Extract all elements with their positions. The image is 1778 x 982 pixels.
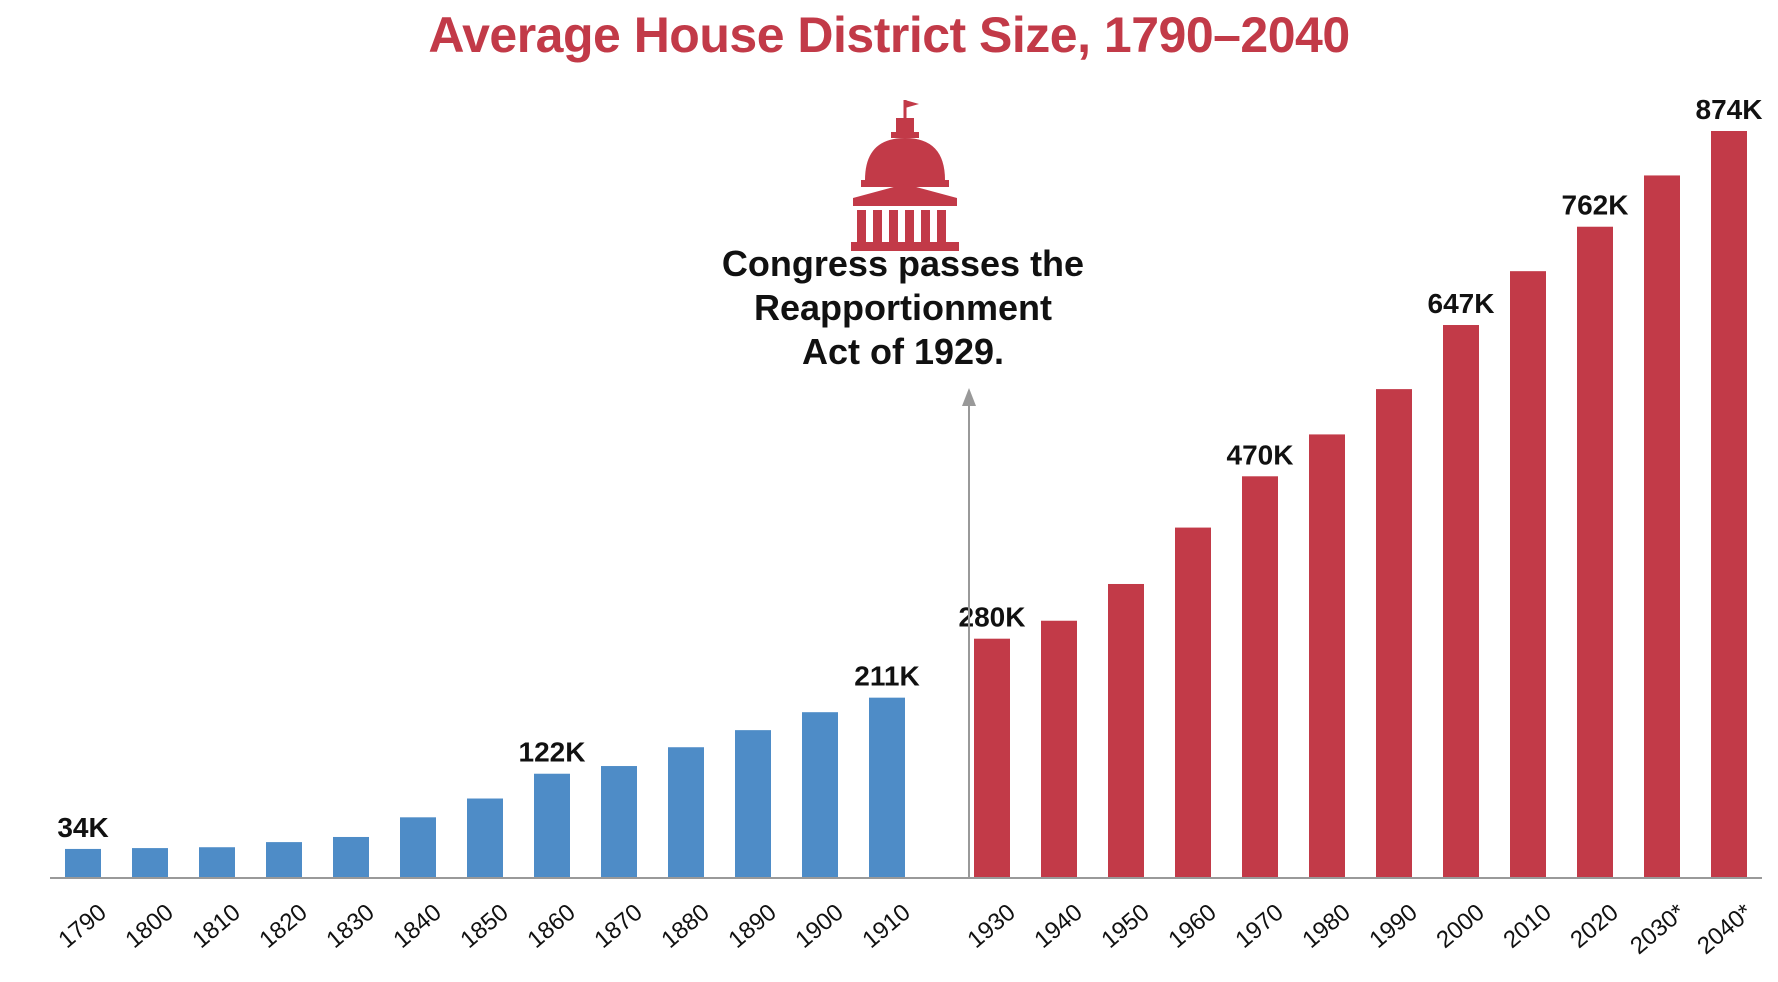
bar-1820 (266, 842, 302, 878)
bar-1980 (1309, 434, 1345, 878)
x-tick-label-2030-projected: 2030* (1625, 899, 1690, 960)
value-label-1790: 34K (57, 812, 108, 843)
chart-title: Average House District Size, 1790–2040 (428, 7, 1350, 63)
x-tick-label-1850: 1850 (455, 899, 513, 954)
annotation-text-line-3: Act of 1929. (802, 331, 1004, 372)
x-tick-label-1990: 1990 (1364, 899, 1422, 954)
x-tick-label-1900: 1900 (790, 899, 848, 954)
bar-1990 (1376, 389, 1412, 878)
bar-1970 (1242, 476, 1278, 878)
value-label-2040-projected: 874K (1696, 94, 1763, 125)
annotation: Congress passes the Reapportionment Act … (722, 100, 1084, 878)
x-tick-label-1970: 1970 (1230, 899, 1288, 954)
bar-1850 (467, 798, 503, 878)
x-tick-label-1950: 1950 (1096, 899, 1154, 954)
x-tick-labels-layer: 1790 1800 1810 1820 1830 1840 1850 1860 1870 1880… (53, 899, 1757, 960)
x-tick-label-1960: 1960 (1163, 899, 1221, 954)
x-tick-label-1830: 1830 (321, 899, 379, 954)
x-tick-label-1860: 1860 (522, 899, 580, 954)
value-label-1910: 211K (854, 661, 919, 692)
value-label-1970: 470K (1227, 439, 1294, 470)
x-tick-label-1820: 1820 (254, 899, 312, 954)
bar-1960 (1175, 527, 1211, 878)
bar-1840 (400, 817, 436, 878)
bar-2020 (1577, 226, 1613, 878)
annotation-arrow-head (962, 388, 976, 406)
x-tick-label-2010: 2010 (1498, 899, 1556, 954)
bar-1910 (869, 697, 905, 878)
x-tick-label-1930: 1930 (962, 899, 1020, 954)
bar-1890 (735, 730, 771, 878)
x-tick-label-2000: 2000 (1431, 899, 1489, 954)
bars-layer (65, 131, 1747, 879)
bar-1870 (601, 766, 637, 878)
bar-1790 (65, 848, 101, 878)
x-tick-label-2040-projected: 2040* (1692, 899, 1757, 960)
bar-1880 (668, 747, 704, 878)
x-tick-label-1940: 1940 (1029, 899, 1087, 954)
annotation-text-line-2: Reapportionment (754, 287, 1052, 328)
x-tick-label-1790: 1790 (53, 899, 111, 954)
bar-1900 (802, 712, 838, 878)
x-tick-label-1890: 1890 (723, 899, 781, 954)
bar-2030-projected (1644, 175, 1680, 878)
bar-1860 (534, 773, 570, 878)
x-tick-label-1980: 1980 (1297, 899, 1355, 954)
bar-2040-projected (1711, 131, 1747, 878)
bar-1830 (333, 836, 369, 878)
x-tick-label-1810: 1810 (187, 899, 245, 954)
bar-1930 (974, 638, 1010, 878)
bar-1950 (1108, 583, 1144, 878)
value-label-2020: 762K (1562, 190, 1629, 221)
bar-1800 (132, 848, 168, 878)
capitol-icon (851, 100, 959, 251)
bar-1810 (199, 847, 235, 878)
x-tick-label-1800: 1800 (120, 899, 178, 954)
value-label-2000: 647K (1428, 288, 1495, 319)
x-tick-label-1910: 1910 (857, 899, 915, 954)
bar-2000 (1443, 325, 1479, 878)
x-tick-label-1840: 1840 (388, 899, 446, 954)
x-tick-label-2020: 2020 (1565, 899, 1623, 954)
bar-1940 (1041, 620, 1077, 878)
x-tick-label-1870: 1870 (589, 899, 647, 954)
x-tick-label-1880: 1880 (656, 899, 714, 954)
value-label-1860: 122K (519, 737, 586, 768)
annotation-text-line-1: Congress passes the (722, 243, 1084, 284)
bar-2010 (1510, 271, 1546, 879)
